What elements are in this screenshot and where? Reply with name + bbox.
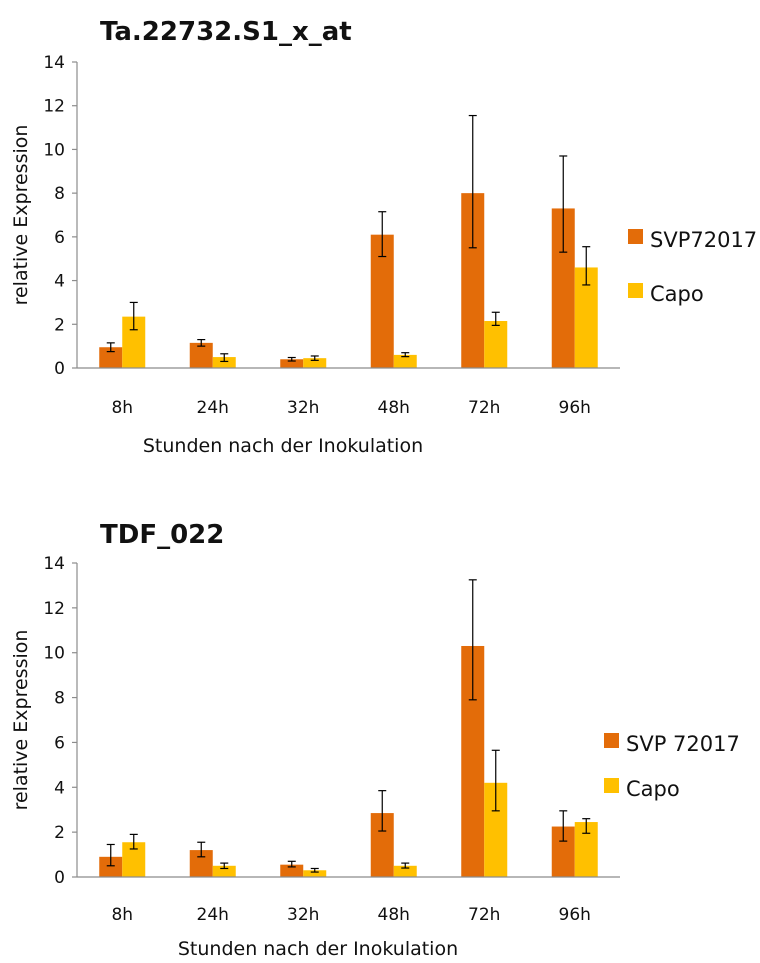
y-tick-label: 6 xyxy=(54,733,65,753)
legend-item-svp72017: SVP72017 xyxy=(628,228,757,252)
error-bar-capo-96h xyxy=(582,818,591,834)
error-bar-svp72017-32h xyxy=(287,860,296,868)
chart-title: TDF_022 xyxy=(100,520,224,550)
error-bar-capo-24h xyxy=(220,862,229,870)
chart-tdf-022: TDF_022 0 2 4 6 8 10 12 14 8h 24h 32h 48h 72h 96h Stund… xyxy=(10,520,740,960)
y-tick-label: 14 xyxy=(43,53,65,73)
error-bar-svp72017-96h xyxy=(559,810,568,842)
legend-swatch xyxy=(628,283,643,298)
y-tick-label: 6 xyxy=(54,228,65,248)
bar-svp72017-8h xyxy=(99,856,123,877)
error-bar-capo-32h xyxy=(310,867,319,873)
y-tick-label: 0 xyxy=(54,868,65,888)
bar-capo-96h xyxy=(574,267,598,368)
error-bar-svp72017-48h xyxy=(378,790,387,832)
bar-capo-32h xyxy=(303,870,327,877)
bar-capo-72h xyxy=(484,782,508,877)
error-bar-capo-96h xyxy=(582,246,591,286)
legend-item-capo: Capo xyxy=(604,777,680,801)
bar-capo-32h xyxy=(303,358,327,368)
bar-svp72017-96h xyxy=(551,208,575,368)
bar-svp72017-32h xyxy=(280,359,304,368)
x-tick-label: 24h xyxy=(197,905,229,925)
x-tick-label: 8h xyxy=(111,398,133,418)
y-tick-label: 8 xyxy=(54,689,65,709)
x-tick-label: 96h xyxy=(559,905,591,925)
y-tick-label: 0 xyxy=(54,359,65,379)
x-tick-label: 32h xyxy=(287,398,319,418)
x-axis-title: Stunden nach der Inokulation xyxy=(178,938,458,960)
bar-capo-48h xyxy=(393,354,417,368)
y-tick-label: 2 xyxy=(54,315,65,335)
error-bar-capo-8h xyxy=(129,833,138,850)
bar-svp72017-48h xyxy=(370,234,394,368)
bar-capo-24h xyxy=(212,865,236,877)
bar-capo-96h xyxy=(574,822,598,877)
x-tick-label: 8h xyxy=(111,905,133,925)
error-bar-capo-32h xyxy=(310,355,319,361)
legend-swatch xyxy=(604,778,619,793)
error-bar-svp72017-48h xyxy=(378,211,387,258)
bar-svp72017-32h xyxy=(280,864,304,877)
bar-svp72017-24h xyxy=(189,342,213,368)
y-tick-label: 4 xyxy=(54,778,65,798)
y-tick-label: 4 xyxy=(54,272,65,292)
x-tick-label: 48h xyxy=(378,398,410,418)
error-bar-capo-72h xyxy=(491,311,500,326)
legend-label: Capo xyxy=(626,777,680,801)
error-bar-svp72017-72h xyxy=(468,114,477,249)
bar-svp72017-72h xyxy=(461,193,485,368)
error-bar-capo-24h xyxy=(220,353,229,363)
error-bar-svp72017-24h xyxy=(197,841,206,858)
y-tick-label: 12 xyxy=(43,97,65,117)
error-bar-capo-72h xyxy=(491,749,500,812)
bar-capo-8h xyxy=(122,316,146,368)
legend-swatch xyxy=(604,733,619,748)
y-tick-label: 12 xyxy=(43,599,65,619)
x-tick-label: 96h xyxy=(559,398,591,418)
bar-capo-48h xyxy=(393,865,417,877)
x-tick-label: 72h xyxy=(468,398,500,418)
legend-label: SVP72017 xyxy=(650,228,757,252)
error-bar-svp72017-24h xyxy=(197,338,206,347)
bar-svp72017-24h xyxy=(189,850,213,877)
error-bar-svp72017-96h xyxy=(559,155,568,253)
y-tick-label: 8 xyxy=(54,184,65,204)
legend-item-capo: Capo xyxy=(628,282,704,306)
legend-item-svp72017: SVP 72017 xyxy=(604,732,740,756)
chart-title: Ta.22732.S1_x_at xyxy=(100,17,352,47)
x-tick-label: 72h xyxy=(468,905,500,925)
error-bar-capo-48h xyxy=(401,862,410,869)
legend-swatch xyxy=(628,229,643,244)
bar-capo-72h xyxy=(484,321,508,368)
legend-label: SVP 72017 xyxy=(626,732,740,756)
bar-svp72017-96h xyxy=(551,826,575,877)
y-tick-label: 14 xyxy=(43,554,65,574)
error-bar-svp72017-8h xyxy=(106,342,115,353)
bar-svp72017-72h xyxy=(461,645,485,877)
bar-capo-24h xyxy=(212,357,236,368)
error-bar-capo-48h xyxy=(401,352,410,358)
y-tick-label: 2 xyxy=(54,823,65,843)
y-axis-title: relative Expression xyxy=(10,125,32,306)
chart-ta-22732: Ta.22732.S1_x_at 0 2 4 6 8 10 12 14 8h 24h 32h 48h 72… xyxy=(10,17,757,457)
error-bar-capo-8h xyxy=(129,301,138,331)
y-tick-label: 10 xyxy=(43,140,65,160)
y-tick-label: 10 xyxy=(43,644,65,664)
legend-label: Capo xyxy=(650,282,704,306)
y-axis-title: relative Expression xyxy=(10,630,32,811)
error-bar-svp72017-8h xyxy=(106,843,115,867)
x-tick-label: 48h xyxy=(378,905,410,925)
x-axis-title: Stunden nach der Inokulation xyxy=(143,435,423,457)
bar-svp72017-48h xyxy=(370,813,394,877)
x-tick-label: 32h xyxy=(287,905,319,925)
bar-capo-8h xyxy=(122,842,146,877)
x-tick-label: 24h xyxy=(197,398,229,418)
error-bar-svp72017-72h xyxy=(468,579,477,701)
bar-svp72017-8h xyxy=(99,347,123,368)
error-bar-svp72017-32h xyxy=(287,356,296,362)
